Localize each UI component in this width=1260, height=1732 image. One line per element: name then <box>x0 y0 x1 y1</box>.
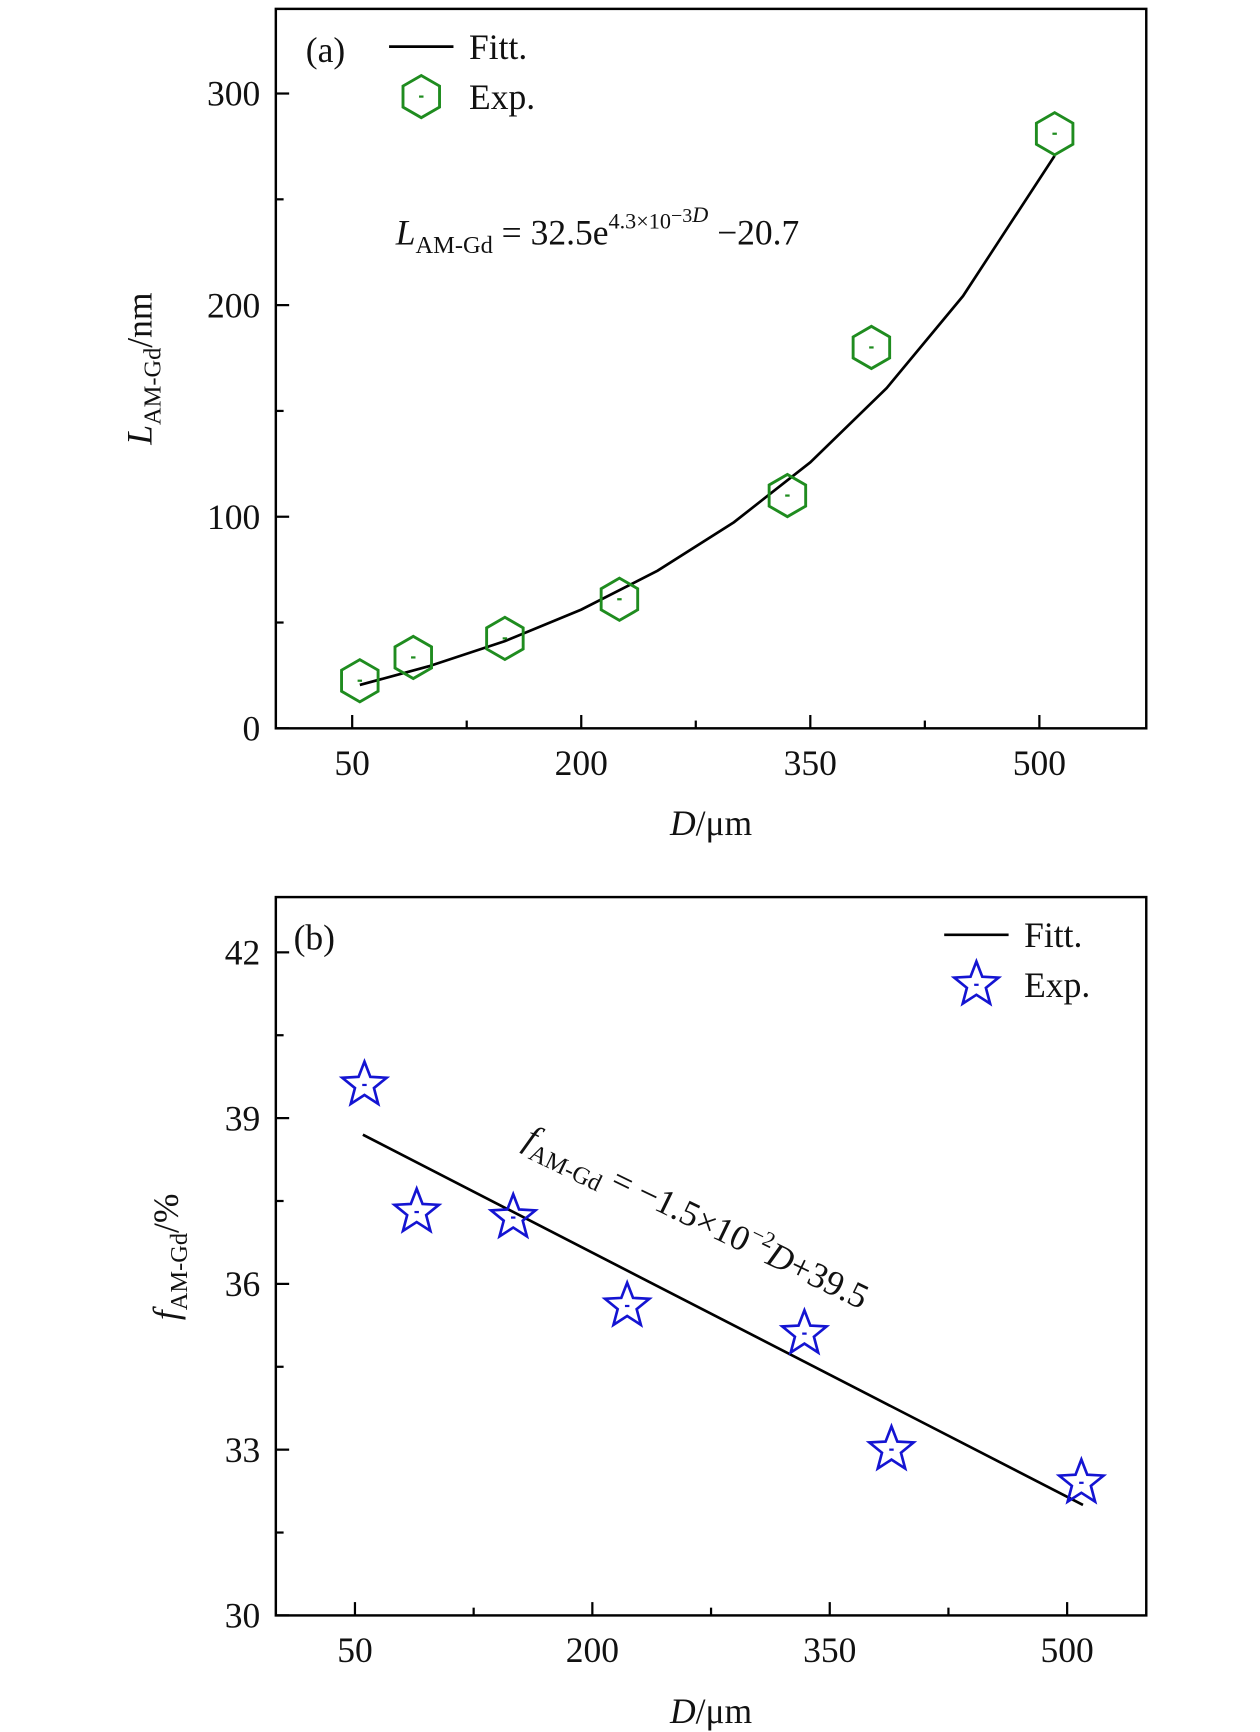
legend-marker <box>401 73 441 120</box>
hexagon-marker <box>393 634 433 681</box>
star-marker <box>390 1185 443 1234</box>
fit-line <box>359 155 1056 687</box>
y-tick-label: 100 <box>207 497 260 537</box>
plot-frame <box>274 7 1148 730</box>
x-tick-label: 500 <box>1013 743 1066 783</box>
x-tick-label: 200 <box>566 1630 619 1670</box>
hexagon-marker <box>340 657 380 704</box>
star-marker <box>338 1057 391 1107</box>
star <box>778 1306 831 1356</box>
annotation: fAM-Gd = −1.5×10−2D+39.5 <box>516 1114 877 1323</box>
hexagon <box>340 657 380 704</box>
hexagon <box>393 634 433 681</box>
legend-label: Fitt. <box>1024 915 1082 955</box>
hexagon <box>851 324 892 371</box>
star-marker <box>865 1422 918 1472</box>
hexagon-marker <box>1034 110 1075 157</box>
hexagon <box>599 576 640 623</box>
star-marker <box>1055 1455 1108 1505</box>
star <box>1055 1455 1108 1505</box>
star <box>390 1185 443 1234</box>
star-marker <box>778 1306 831 1356</box>
hexagon-marker <box>767 472 808 519</box>
y-tick-label: 200 <box>207 285 260 325</box>
legend-label: Exp. <box>469 77 535 117</box>
hexagon <box>485 615 525 662</box>
star <box>601 1278 653 1328</box>
panel-label: (a) <box>306 30 345 70</box>
hexagon <box>401 73 441 120</box>
legend-label: Exp. <box>1024 965 1090 1005</box>
x-axis-label: D/μm <box>669 1691 753 1731</box>
y-tick-label: 42 <box>225 933 261 973</box>
y-tick-label: 39 <box>225 1098 261 1138</box>
x-tick-label: 200 <box>555 743 608 783</box>
x-tick-label: 50 <box>337 1630 373 1670</box>
y-tick-label: 0 <box>243 709 261 749</box>
x-tick-label: 350 <box>784 743 837 783</box>
y-tick-label: 30 <box>225 1596 261 1636</box>
star <box>865 1422 918 1472</box>
hexagon-marker <box>851 324 892 371</box>
star-marker <box>601 1278 653 1328</box>
y-tick-label: 300 <box>207 74 260 114</box>
star <box>950 957 1003 1007</box>
x-axis-label: D/μm <box>669 803 753 843</box>
panel-label: (b) <box>294 917 335 957</box>
hexagon <box>767 472 808 519</box>
star-marker <box>487 1190 539 1240</box>
star <box>487 1190 539 1240</box>
hexagon <box>1034 110 1075 157</box>
y-tick-label: 36 <box>225 1264 261 1304</box>
y-axis-label: fAM-Gd/% <box>146 1193 193 1320</box>
fit-line <box>362 1133 1084 1507</box>
hexagon-marker <box>599 576 640 623</box>
x-tick-label: 500 <box>1040 1630 1093 1670</box>
hexagon-marker <box>485 615 525 662</box>
annotation: LAM-Gd = 32.5e4.3×10−3D −20.7 <box>395 202 800 259</box>
plot-frame <box>274 895 1148 1617</box>
legend-label: Fitt. <box>469 27 527 67</box>
star <box>338 1057 391 1107</box>
y-axis-label: LAM-Gd/nm <box>119 292 166 446</box>
legend-marker <box>950 957 1003 1007</box>
x-tick-label: 50 <box>334 743 370 783</box>
y-tick-label: 33 <box>225 1430 261 1470</box>
x-tick-label: 350 <box>803 1630 856 1670</box>
